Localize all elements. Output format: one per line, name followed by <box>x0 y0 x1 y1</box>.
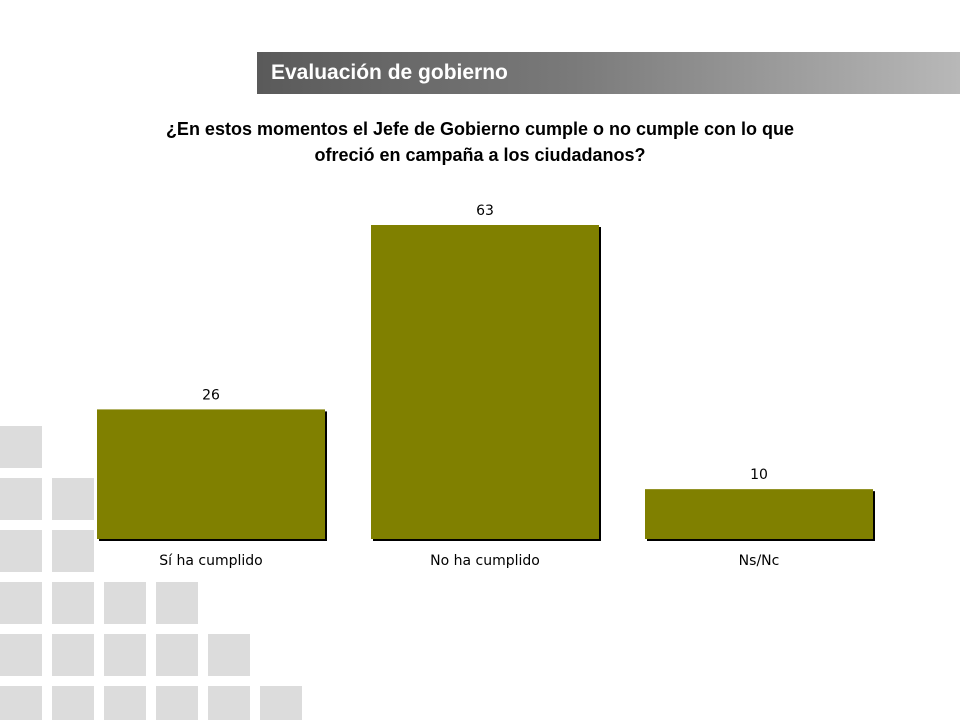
decorative-square <box>0 582 42 624</box>
data-label: 63 <box>476 203 494 219</box>
survey-question-line-2: ofreció en campaña a los ciudadanos? <box>314 145 646 165</box>
survey-question-line-1: ¿En estos momentos el Jefe de Gobierno c… <box>165 119 795 139</box>
decorative-square <box>156 582 198 624</box>
decorative-square <box>0 530 42 572</box>
decorative-square <box>0 426 42 468</box>
decorative-square <box>156 634 198 676</box>
decorative-square <box>156 686 198 720</box>
decorative-square <box>0 634 42 676</box>
survey-question: ¿En estos momentos el Jefe de Gobierno c… <box>60 116 900 168</box>
bar-2 <box>371 225 599 539</box>
page-title: Evaluación de gobierno <box>271 61 508 84</box>
decorative-square <box>104 582 146 624</box>
decorative-square <box>52 582 94 624</box>
decorative-square <box>52 686 94 720</box>
category-label: No ha cumplido <box>430 553 540 569</box>
decorative-square <box>52 530 94 572</box>
category-label: Ns/Nc <box>739 553 780 569</box>
decorative-square <box>208 686 250 720</box>
category-label: Sí ha cumplido <box>159 553 262 569</box>
decorative-square <box>0 478 42 520</box>
header-bar: Evaluación de gobierno <box>257 52 960 94</box>
data-label: 26 <box>202 387 220 403</box>
decorative-square <box>52 478 94 520</box>
decorative-square <box>208 634 250 676</box>
decorative-square <box>104 686 146 720</box>
decorative-square <box>104 634 146 676</box>
decorative-square <box>52 634 94 676</box>
decorative-square <box>0 686 42 720</box>
data-label: 10 <box>750 467 768 483</box>
bar-1 <box>97 409 325 539</box>
bar-3 <box>645 489 873 539</box>
decorative-square <box>260 686 302 720</box>
